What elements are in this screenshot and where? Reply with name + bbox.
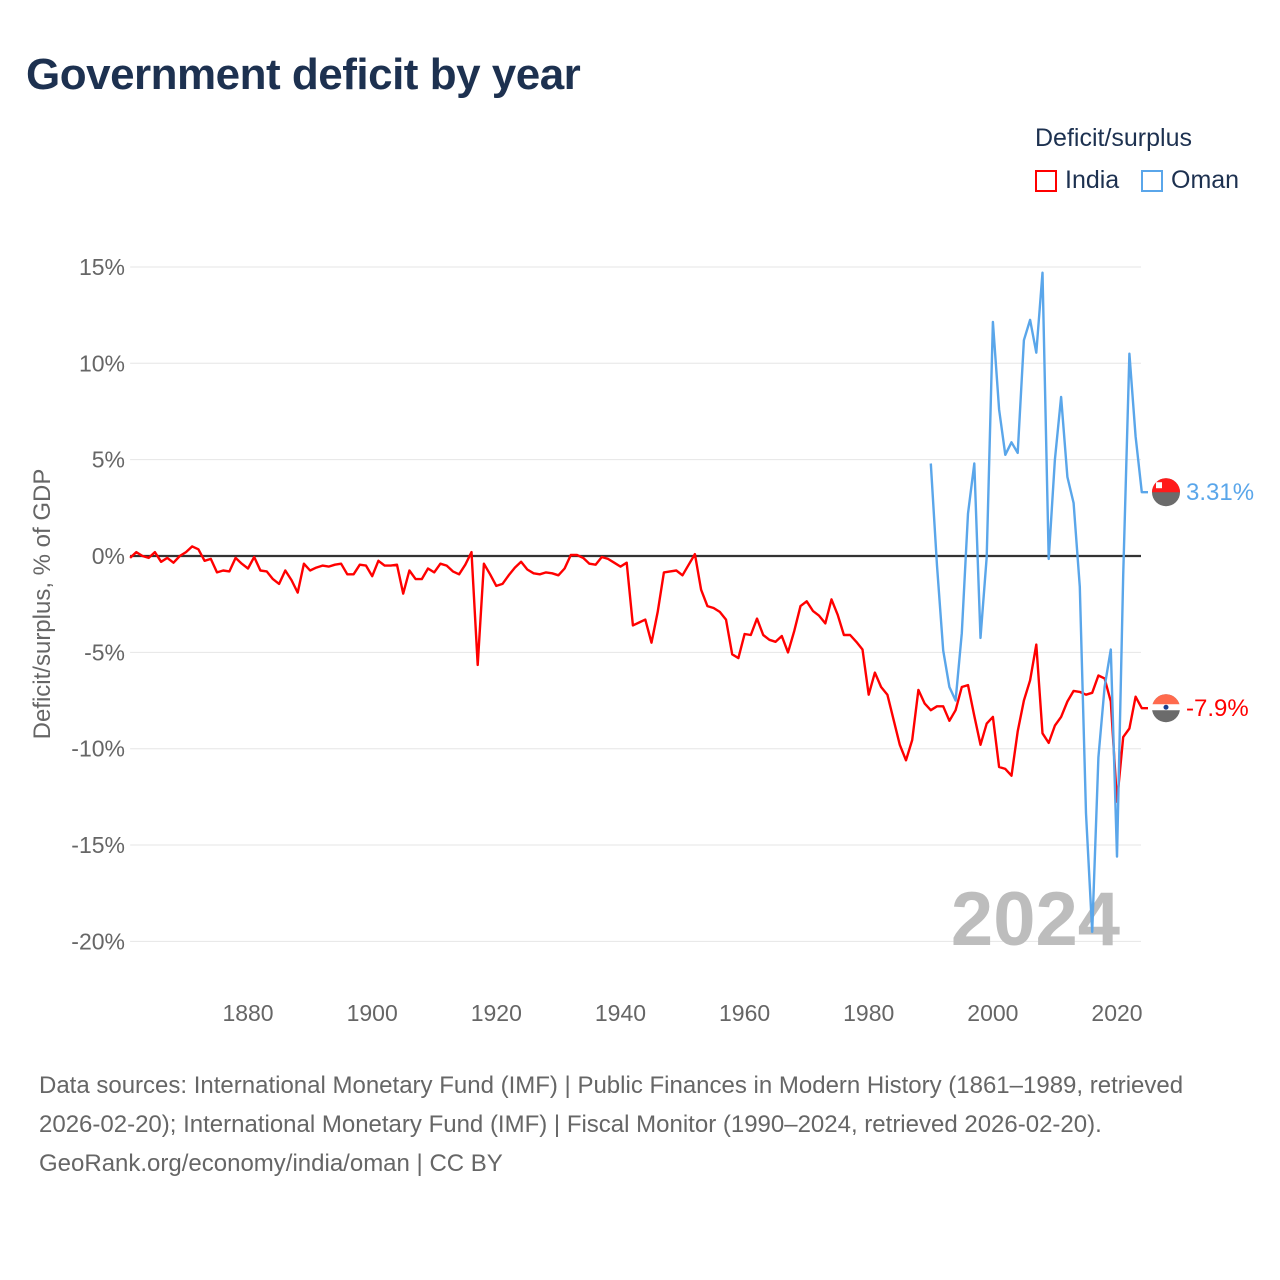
legend-label-oman: Oman bbox=[1171, 166, 1240, 194]
y-tick-label: 10% bbox=[79, 350, 125, 376]
y-tick-label: 0% bbox=[92, 543, 125, 569]
x-tick-label: 1960 bbox=[719, 1000, 770, 1026]
legend-item-oman[interactable]: Oman bbox=[1141, 166, 1239, 195]
y-tick-label: 15% bbox=[79, 254, 125, 280]
legend-title: Deficit/surplus bbox=[1035, 124, 1192, 152]
y-tick-label: 5% bbox=[92, 447, 125, 473]
credit-link[interactable]: GeoRank.org/economy/india/oman | CC BY bbox=[39, 1150, 503, 1177]
y-tick-label: -5% bbox=[84, 639, 125, 665]
legend-swatch-oman bbox=[1141, 169, 1163, 192]
line-chart: 15% 10% 5% 0% -5% -10% -15% -20% 1880 1900 1920 194… bbox=[29, 254, 1254, 1026]
x-tick-label: 1980 bbox=[843, 1000, 894, 1026]
x-tick-label: 2000 bbox=[967, 1000, 1018, 1026]
legend-item-india[interactable]: India bbox=[1035, 166, 1119, 195]
y-tick-label: -10% bbox=[71, 736, 125, 762]
flag-marker-oman-icon bbox=[1152, 478, 1181, 507]
y-axis-label: Deficit/surplus, % of GDP bbox=[29, 469, 56, 740]
x-tick-label: 1920 bbox=[471, 1000, 522, 1026]
series-line-india[interactable] bbox=[129, 545, 1148, 803]
legend-swatch-india bbox=[1035, 169, 1057, 192]
x-tick-label: 1900 bbox=[347, 1000, 398, 1026]
flag-marker-india-icon bbox=[1152, 694, 1181, 723]
data-sources: Data sources: International Monetary Fun… bbox=[39, 1072, 1184, 1138]
end-value-label-india: -7.9% bbox=[1186, 695, 1249, 722]
x-tick-label: 2020 bbox=[1091, 1000, 1142, 1026]
y-tick-label: -15% bbox=[71, 832, 125, 858]
end-value-label-oman: 3.31% bbox=[1186, 479, 1254, 506]
legend-label-india: India bbox=[1065, 166, 1120, 194]
footer: Data sources: International Monetary Fun… bbox=[39, 1066, 1249, 1183]
y-tick-label: -20% bbox=[71, 928, 125, 954]
x-tick-label: 1940 bbox=[595, 1000, 646, 1026]
chart-title: Government deficit by year bbox=[26, 50, 581, 99]
series-line-oman[interactable] bbox=[929, 271, 1148, 933]
x-tick-label: 1880 bbox=[222, 1000, 273, 1026]
